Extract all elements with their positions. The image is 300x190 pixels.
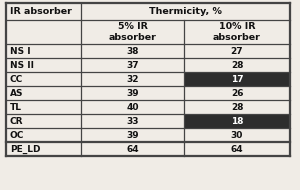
Text: 32: 32 [126,74,139,83]
Text: CC: CC [10,74,23,83]
Text: 38: 38 [126,47,139,55]
Text: PE_LD: PE_LD [10,144,40,154]
Text: 27: 27 [231,47,243,55]
Text: 18: 18 [231,116,243,126]
Text: 39: 39 [126,89,139,97]
Text: IR absorber: IR absorber [10,7,72,16]
Text: AS: AS [10,89,23,97]
Bar [184,72,290,86]
Bar [184,114,290,128]
Text: 39: 39 [126,131,139,139]
Text: 28: 28 [231,60,243,70]
Text: Thermicity, %: Thermicity, % [149,7,222,16]
Text: 10% IR
absorber: 10% IR absorber [213,22,261,42]
Text: 33: 33 [126,116,139,126]
Text: TL: TL [10,102,22,112]
Text: 30: 30 [231,131,243,139]
Text: 26: 26 [231,89,243,97]
Text: NS I: NS I [10,47,31,55]
Text: 37: 37 [126,60,139,70]
Text: 17: 17 [231,74,243,83]
Text: NS II: NS II [10,60,34,70]
Text: 64: 64 [231,145,243,154]
Text: 64: 64 [126,145,139,154]
Text: 28: 28 [231,102,243,112]
Text: OC: OC [10,131,24,139]
Text: 40: 40 [126,102,139,112]
Text: 5% IR
absorber: 5% IR absorber [109,22,156,42]
Text: CR: CR [10,116,23,126]
